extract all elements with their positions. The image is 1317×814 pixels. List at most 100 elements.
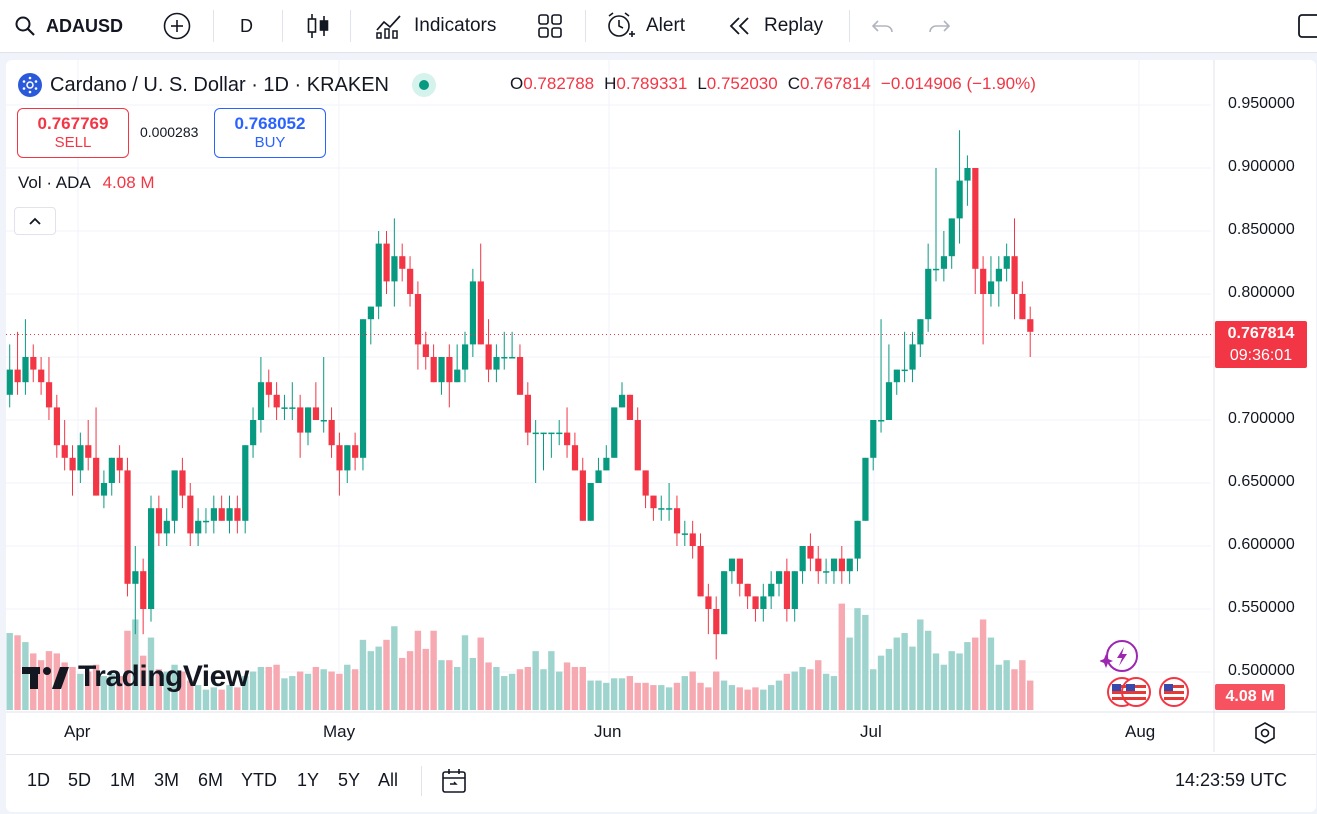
volume-bar (775, 680, 783, 710)
replay-button[interactable]: Replay (726, 8, 823, 44)
candle-body (846, 558, 853, 572)
volume-bar (242, 676, 249, 710)
volume-bar (508, 673, 516, 710)
volume-bar (485, 662, 492, 710)
buy-price: 0.768052 (234, 114, 306, 133)
indicators-button[interactable]: Indicators (374, 8, 496, 44)
volume-bar (642, 682, 649, 710)
candle-body (972, 168, 979, 269)
volume-legend: Vol · ADA 4.08 M (18, 173, 155, 193)
candle-body (352, 445, 359, 458)
candle-body (933, 268, 940, 271)
tradingview-logo[interactable]: TradingView (22, 660, 249, 694)
volume-bar (681, 676, 688, 710)
candle-body (862, 457, 869, 521)
undo-button[interactable] (870, 8, 896, 44)
high-value: 0.789331 (616, 74, 688, 93)
volume-bar (1027, 680, 1034, 710)
candle-body (367, 306, 374, 320)
volume-bar (909, 646, 916, 710)
volume-bar (406, 651, 414, 710)
candle-body (375, 243, 382, 307)
volume-bar (822, 673, 830, 710)
candle-body (830, 558, 838, 572)
events-markers[interactable] (1100, 638, 1200, 713)
layouts-button[interactable] (536, 8, 564, 44)
fullscreen-button[interactable] (1297, 8, 1317, 44)
volume-bar (995, 664, 1002, 710)
volume-bar (281, 678, 288, 710)
volume-bar (469, 657, 477, 710)
y-tick-label: 0.800000 (1228, 284, 1295, 301)
range-1y[interactable]: 1Y (297, 770, 320, 790)
range-5d[interactable]: 5D (68, 770, 92, 790)
candle-body (799, 546, 806, 572)
volume-bar (932, 653, 940, 710)
candle-body (140, 571, 147, 609)
close-value: 0.767814 (799, 74, 871, 93)
volume-bar (893, 637, 900, 710)
candle-body (783, 571, 791, 609)
volume-bar (610, 678, 618, 710)
candle-body (163, 520, 170, 534)
range-1m[interactable]: 1M (110, 770, 136, 790)
calendar-goto-icon[interactable] (440, 767, 470, 797)
volume-bar (194, 685, 202, 710)
collapse-legend-button[interactable] (14, 207, 56, 235)
redo-icon (929, 20, 951, 33)
volume-bar (877, 655, 885, 710)
range-1d[interactable]: 1D (27, 770, 51, 790)
volume-bar (713, 671, 720, 710)
price-chart[interactable] (6, 60, 1316, 754)
grid-icon (538, 14, 562, 38)
market-status-icon (412, 73, 436, 97)
volume-bar (673, 682, 681, 710)
range-5y[interactable]: 5Y (338, 770, 361, 790)
buy-label: BUY (254, 134, 286, 151)
buy-button[interactable]: 0.768052 BUY (214, 108, 326, 158)
interval-button[interactable]: D (240, 15, 253, 36)
candle-body (6, 369, 13, 395)
y-tick-label: 0.550000 (1228, 599, 1295, 616)
chart-type-button[interactable] (305, 8, 331, 44)
candle-body (328, 420, 335, 446)
volume-bar (210, 687, 217, 710)
candle-body (909, 344, 916, 370)
volume-bar (257, 666, 265, 710)
us-flag-icon[interactable] (1107, 677, 1189, 707)
candle-body (336, 445, 343, 471)
candle-body (1003, 256, 1010, 269)
range-ytd[interactable]: YTD (241, 770, 277, 790)
toolbar-divider (350, 10, 351, 42)
candle-body (477, 281, 484, 345)
alert-button[interactable]: Alert (604, 8, 685, 44)
candle-body (987, 281, 995, 294)
settings-icon[interactable] (1253, 721, 1277, 745)
volume-bar (524, 666, 531, 710)
volume-legend-label: Vol · ADA (18, 173, 90, 192)
low-key: L (697, 74, 707, 93)
volume-bar (453, 666, 461, 710)
volume-bar (979, 619, 987, 710)
x-tick-label: Apr (64, 722, 91, 741)
candle-body (721, 571, 728, 635)
candle-body (273, 394, 280, 408)
candle-body (226, 508, 233, 521)
volume-bar (752, 687, 759, 710)
toolbar-divider (849, 10, 850, 42)
utc-clock[interactable]: 14:23:59 UTC (1175, 770, 1288, 790)
range-6m[interactable]: 6M (198, 770, 224, 790)
range-3m[interactable]: 3M (154, 770, 180, 790)
x-tick-label: May (323, 722, 356, 741)
symbol-search[interactable]: ADAUSD (14, 8, 123, 44)
sell-button[interactable]: 0.767769 SELL (17, 108, 129, 158)
volume-bar (249, 671, 257, 710)
range-all[interactable]: All (378, 770, 399, 790)
candle-body (171, 470, 178, 521)
volume-bar (61, 662, 68, 710)
compare-button[interactable] (162, 8, 192, 44)
candle-body (815, 558, 822, 572)
volume-bar (446, 660, 453, 710)
chart-title: Cardano / U. S. Dollar · 1D · KRAKEN (50, 73, 389, 96)
redo-button[interactable] (926, 8, 952, 44)
